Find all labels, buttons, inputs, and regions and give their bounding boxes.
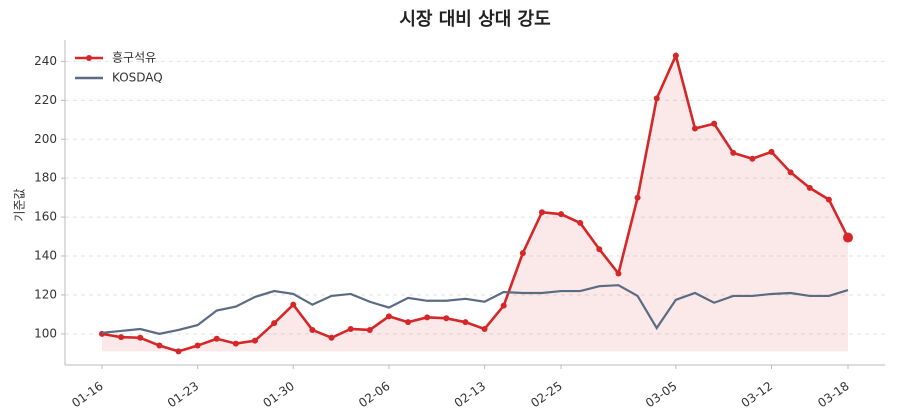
point bbox=[137, 334, 144, 341]
x-tick-label: 01-30 bbox=[260, 379, 297, 410]
x-tick-label: 01-16 bbox=[69, 379, 106, 410]
area bbox=[102, 55, 848, 352]
legend-label: KOSDAQ bbox=[112, 71, 163, 85]
point bbox=[500, 302, 507, 309]
point bbox=[328, 334, 335, 341]
point bbox=[691, 125, 698, 132]
point bbox=[462, 319, 469, 326]
point bbox=[768, 148, 775, 155]
point bbox=[538, 209, 545, 216]
legend-label: 흥구석유 bbox=[112, 51, 156, 65]
point bbox=[615, 270, 622, 277]
point bbox=[519, 250, 526, 257]
point bbox=[405, 319, 412, 326]
point bbox=[634, 194, 641, 201]
point bbox=[213, 335, 220, 342]
point bbox=[787, 169, 794, 176]
point bbox=[366, 326, 373, 333]
x-tick-label: 02-13 bbox=[452, 379, 489, 410]
y-axis-label: 기준값 bbox=[13, 188, 27, 221]
point bbox=[347, 325, 354, 332]
point bbox=[711, 120, 718, 127]
y-tick-label: 240 bbox=[34, 54, 57, 68]
y-tick-label: 160 bbox=[34, 210, 57, 224]
x-tick-label: 02-06 bbox=[356, 379, 393, 410]
x-tick-label: 01-23 bbox=[165, 379, 202, 410]
point bbox=[806, 184, 813, 191]
line bbox=[101, 284, 849, 335]
point bbox=[290, 301, 297, 308]
point bbox=[577, 219, 584, 226]
y-tick-label: 220 bbox=[34, 93, 57, 107]
point bbox=[558, 211, 565, 218]
point bbox=[118, 334, 125, 341]
x-tick-label: 03-05 bbox=[643, 379, 680, 410]
point bbox=[156, 342, 163, 349]
point bbox=[730, 149, 737, 156]
point bbox=[271, 320, 278, 327]
x-tick-label: 03-12 bbox=[739, 379, 776, 410]
point bbox=[309, 326, 316, 333]
point bbox=[424, 314, 431, 321]
point bbox=[232, 340, 239, 347]
line bbox=[101, 51, 850, 353]
y-tick-label: 180 bbox=[34, 171, 57, 185]
point bbox=[749, 155, 756, 162]
point bbox=[252, 337, 259, 344]
legend-marker bbox=[86, 55, 92, 61]
point bbox=[385, 313, 392, 320]
point bbox=[443, 315, 450, 322]
x-tick-label: 02-25 bbox=[528, 379, 565, 410]
y-tick-label: 200 bbox=[34, 132, 57, 146]
y-tick-label: 120 bbox=[34, 287, 57, 301]
point bbox=[843, 232, 853, 243]
point bbox=[825, 196, 832, 203]
point bbox=[194, 342, 201, 349]
y-tick-label: 100 bbox=[34, 326, 57, 340]
point bbox=[672, 52, 679, 59]
point bbox=[481, 325, 488, 332]
point bbox=[596, 246, 603, 253]
point bbox=[175, 348, 182, 355]
chart-title: 시장 대비 상대 강도 bbox=[399, 9, 550, 30]
x-tick-label: 03-18 bbox=[815, 379, 852, 410]
point bbox=[653, 95, 660, 102]
y-tick-label: 140 bbox=[34, 249, 57, 263]
